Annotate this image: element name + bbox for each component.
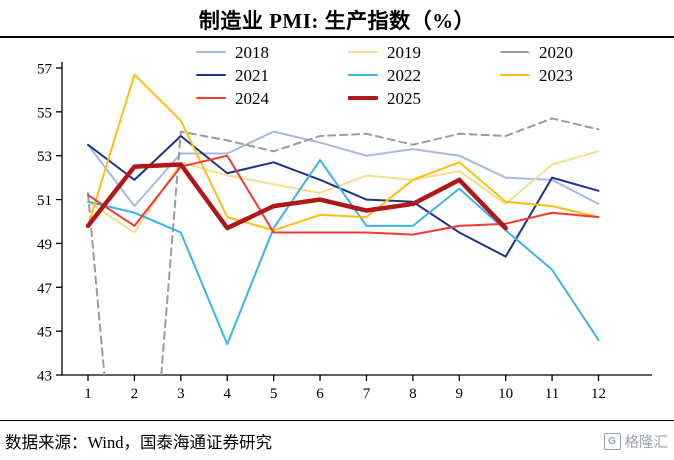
legend-label-2023: 2023 (539, 65, 573, 85)
legend-label-2021: 2021 (235, 65, 269, 85)
legend-swatch-2020 (500, 51, 530, 53)
legend-label-2024: 2024 (235, 88, 269, 108)
legend-swatch-2025 (348, 95, 378, 101)
svg-text:12: 12 (591, 386, 606, 402)
gelonghui-logo: G 格隆汇 (603, 431, 669, 452)
chart-title: 制造业 PMI: 生产指数（%） (198, 9, 476, 33)
footer-divider (0, 420, 674, 421)
legend-label-2020: 2020 (539, 42, 573, 62)
gelonghui-logo-icon: G (603, 432, 621, 450)
svg-text:10: 10 (498, 386, 513, 402)
legend-swatch-2018 (196, 50, 226, 54)
legend-item-2019: 2019 (348, 42, 500, 62)
data-source-text: 数据来源：Wind，国泰海通证券研究 (5, 433, 272, 452)
series-line-2019 (87, 150, 600, 234)
legend-item-2021: 2021 (196, 65, 348, 85)
legend-item-2018: 2018 (196, 42, 348, 62)
legend-item-2023: 2023 (500, 65, 660, 85)
series-line-2018 (87, 130, 600, 208)
svg-text:53: 53 (37, 149, 52, 165)
legend-item-2022: 2022 (348, 65, 500, 85)
svg-text:45: 45 (37, 325, 52, 341)
legend-swatch-2019 (348, 50, 378, 54)
legend-label-2019: 2019 (387, 42, 421, 62)
legend-swatch-2023 (500, 73, 530, 77)
footer: 数据来源：Wind，国泰海通证券研究 G 格隆汇 (5, 427, 668, 455)
svg-text:57: 57 (37, 62, 53, 78)
svg-text:8: 8 (409, 386, 417, 402)
svg-text:55: 55 (37, 105, 52, 121)
legend-label-2025: 2025 (387, 88, 421, 108)
legend-item-2020: 2020 (500, 42, 660, 62)
legend-label-2022: 2022 (387, 65, 421, 85)
chart-legend: 2018 2019 2020 2021 2022 2023 2024 2025 (196, 42, 660, 108)
series-line-2021 (87, 134, 600, 258)
svg-text:51: 51 (37, 193, 52, 209)
svg-text:4: 4 (223, 386, 231, 402)
svg-text:47: 47 (37, 281, 53, 297)
legend-item-2025: 2025 (348, 88, 500, 108)
svg-text:5: 5 (270, 386, 278, 402)
svg-text:6: 6 (316, 386, 324, 402)
series-line-2023 (87, 73, 600, 232)
legend-swatch-2021 (196, 73, 226, 77)
legend-swatch-2024 (196, 96, 226, 100)
svg-text:11: 11 (545, 386, 559, 402)
svg-text:1: 1 (84, 386, 92, 402)
legend-item-2024: 2024 (196, 88, 348, 108)
svg-text:9: 9 (456, 386, 464, 402)
svg-text:43: 43 (37, 369, 52, 385)
svg-text:2: 2 (131, 386, 139, 402)
gelonghui-logo-text: 格隆汇 (624, 434, 669, 451)
series-line-2025 (85, 162, 508, 231)
legend-swatch-2022 (348, 73, 378, 77)
svg-text:7: 7 (363, 386, 371, 402)
svg-text:49: 49 (37, 237, 52, 253)
title-divider (0, 36, 674, 38)
series-line-2022 (87, 159, 600, 346)
svg-text:3: 3 (177, 386, 185, 402)
series-line-2020 (87, 117, 600, 375)
legend-label-2018: 2018 (235, 42, 269, 62)
series-line-2024 (87, 154, 600, 236)
